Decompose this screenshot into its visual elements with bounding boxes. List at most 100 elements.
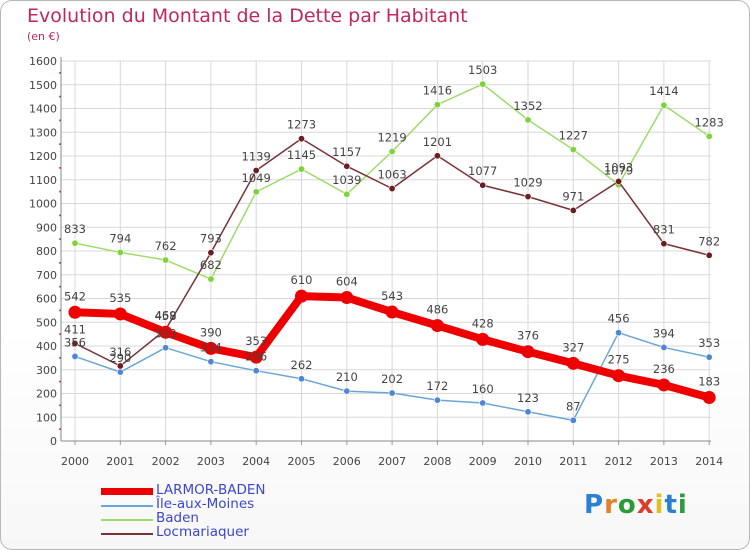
data-label: 833 bbox=[64, 222, 86, 236]
data-label: 353 bbox=[698, 336, 720, 350]
logo-letter: o bbox=[617, 490, 637, 520]
data-label: 543 bbox=[381, 289, 403, 303]
data-point bbox=[660, 343, 668, 351]
data-label: 456 bbox=[608, 312, 630, 326]
data-point bbox=[524, 116, 532, 124]
data-point bbox=[343, 190, 351, 198]
proxiti-logo: Proxiti bbox=[584, 490, 688, 520]
y-tick-label: 1600 bbox=[29, 55, 57, 68]
data-point bbox=[116, 362, 124, 370]
y-tick-label: 1200 bbox=[29, 150, 57, 163]
x-tick-label: 2000 bbox=[61, 455, 89, 468]
y-minor-tick bbox=[59, 238, 61, 241]
data-point bbox=[705, 132, 713, 140]
data-label: 1039 bbox=[332, 173, 361, 187]
logo-letter: P bbox=[584, 490, 605, 520]
data-label: 327 bbox=[562, 340, 584, 354]
data-point bbox=[388, 185, 396, 193]
data-point bbox=[207, 275, 215, 283]
data-point bbox=[295, 289, 308, 303]
data-label: 296 bbox=[245, 350, 267, 364]
x-tick-label: 2006 bbox=[333, 455, 361, 468]
data-point bbox=[524, 408, 532, 416]
data-point bbox=[204, 341, 218, 355]
data-point bbox=[388, 147, 396, 155]
data-point bbox=[162, 256, 170, 264]
data-point bbox=[657, 378, 671, 392]
data-point bbox=[297, 165, 305, 173]
data-label: 1352 bbox=[513, 99, 542, 113]
legend-label: Île-aux-Moines bbox=[156, 496, 255, 512]
data-label: 794 bbox=[109, 231, 131, 245]
y-tick-label: 300 bbox=[36, 364, 57, 377]
data-point bbox=[433, 152, 441, 160]
y-tick-label: 100 bbox=[36, 411, 57, 424]
data-point bbox=[521, 345, 535, 359]
data-label: 682 bbox=[200, 258, 222, 272]
y-minor-tick bbox=[59, 143, 61, 146]
data-label: 123 bbox=[517, 391, 539, 405]
logo-letter: x bbox=[636, 490, 655, 520]
data-point bbox=[71, 239, 79, 247]
data-label: 469 bbox=[155, 309, 177, 323]
data-label: 1416 bbox=[423, 84, 452, 98]
data-label: 393 bbox=[155, 327, 177, 341]
y-minor-tick bbox=[59, 285, 61, 288]
x-tick-label: 2002 bbox=[152, 455, 180, 468]
data-point bbox=[524, 193, 532, 201]
x-tick-label: 2008 bbox=[423, 455, 451, 468]
data-label: 210 bbox=[336, 370, 358, 384]
x-tick-label: 2001 bbox=[106, 455, 134, 468]
data-label: 1077 bbox=[468, 164, 497, 178]
y-tick-label: 900 bbox=[36, 221, 57, 234]
data-label: 172 bbox=[426, 379, 448, 393]
data-label: 604 bbox=[336, 275, 358, 289]
data-point bbox=[660, 240, 668, 248]
y-minor-tick bbox=[59, 119, 61, 122]
y-minor-tick bbox=[59, 333, 61, 336]
data-point bbox=[569, 206, 577, 214]
legend-swatch-baden bbox=[101, 519, 153, 521]
data-point bbox=[385, 305, 399, 319]
data-point bbox=[71, 352, 79, 360]
legend-label: Locmariaquer bbox=[156, 524, 249, 540]
y-minor-tick bbox=[59, 95, 61, 98]
legend-swatch-locmariaquer bbox=[101, 533, 153, 535]
data-point bbox=[569, 146, 577, 154]
y-minor-tick bbox=[59, 190, 61, 193]
data-point bbox=[479, 399, 487, 407]
data-label: 1029 bbox=[513, 176, 542, 190]
data-label: 262 bbox=[291, 358, 313, 372]
legend-swatch-ile-aux-moines bbox=[101, 505, 153, 507]
data-label: 458 bbox=[155, 309, 177, 323]
data-point bbox=[433, 396, 441, 404]
data-label: 411 bbox=[64, 322, 86, 336]
data-label: 316 bbox=[109, 345, 131, 359]
y-tick-label: 200 bbox=[36, 388, 57, 401]
data-label: 1283 bbox=[695, 115, 724, 129]
x-tick-label: 2009 bbox=[469, 455, 497, 468]
data-point bbox=[252, 367, 260, 375]
data-label: 160 bbox=[472, 382, 494, 396]
x-tick-label: 2012 bbox=[605, 455, 633, 468]
data-point bbox=[705, 353, 713, 361]
y-minor-tick bbox=[59, 166, 61, 169]
data-point bbox=[615, 177, 623, 185]
data-label: 1157 bbox=[332, 145, 361, 159]
data-label: 394 bbox=[653, 326, 675, 340]
data-point bbox=[615, 329, 623, 337]
data-label: 1273 bbox=[287, 118, 316, 132]
x-tick-label: 2003 bbox=[197, 455, 225, 468]
y-tick-label: 1100 bbox=[29, 174, 57, 187]
x-tick-label: 2014 bbox=[695, 455, 723, 468]
data-label: 183 bbox=[698, 375, 720, 389]
y-tick-label: 800 bbox=[36, 245, 57, 258]
data-label: 1139 bbox=[242, 149, 271, 163]
data-point bbox=[71, 339, 79, 347]
logo-letter: t bbox=[664, 490, 678, 520]
data-label: 1414 bbox=[649, 84, 678, 98]
data-point bbox=[430, 319, 444, 333]
data-point bbox=[479, 80, 487, 88]
data-label: 87 bbox=[566, 399, 581, 413]
